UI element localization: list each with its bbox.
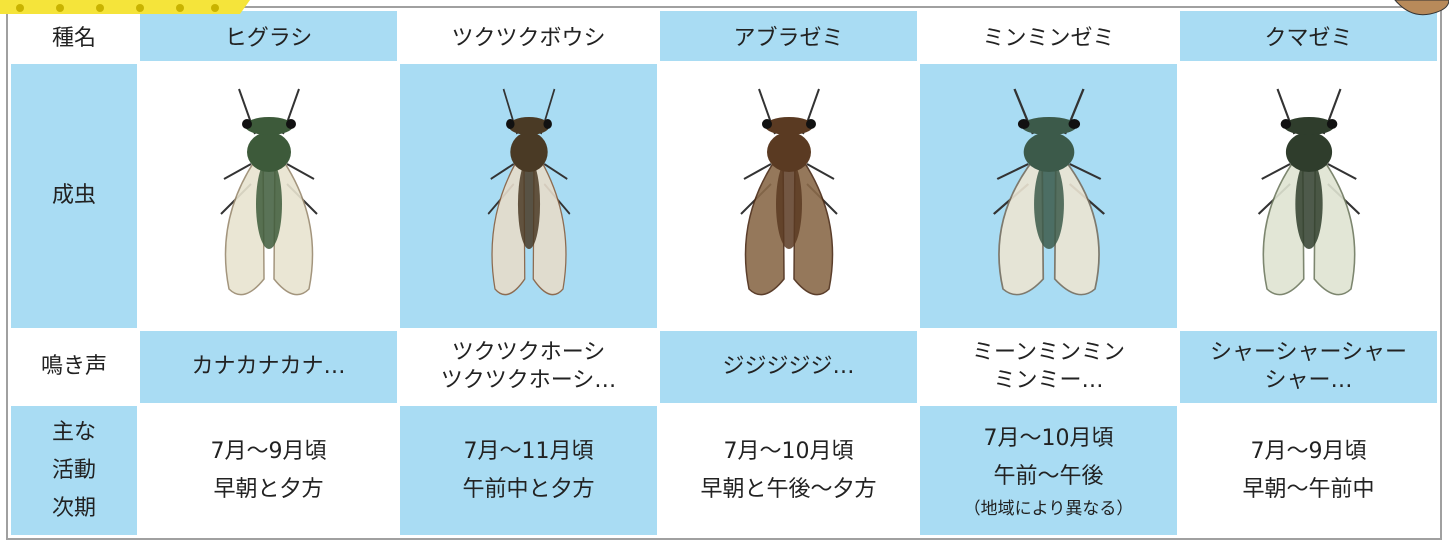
cicada-table: 種名 ヒグラシ ツクツクボウシ アブラゼミ ミンミンゼミ クマゼミ 成虫 [8, 8, 1440, 538]
table-row: 成虫 [11, 64, 1437, 328]
text-line: シャー… [1264, 368, 1353, 393]
cicada-illustration [739, 88, 838, 296]
table-row: 主な 活動 次期 7月～9月頃 早朝と夕方 7月～11月頃 午前中と夕方 7月～10月頃 早朝と… [11, 406, 1437, 535]
text-line: シャーシャーシャー [1209, 340, 1408, 365]
activity-cell: 7月～10月頃 午前～午後 （地域により異なる） [920, 406, 1177, 535]
call-cell: ジジジジジ… [660, 331, 917, 403]
text-line: 7月～11月頃 [463, 438, 594, 464]
species-name: ヒグラシ [140, 11, 397, 61]
table-row: 鳴き声 カナカナカナ… ツクツクホーシ ツクツクホーシ… ジジジジジ… ミーンミンミン ミン… [11, 331, 1437, 403]
text-line: 主な [51, 419, 96, 445]
species-name: アブラゼミ [660, 11, 917, 61]
character [1394, 0, 1449, 16]
activity-label: 主な 活動 次期 [11, 406, 137, 535]
call-cell: ミーンミンミン ミンミー… [920, 331, 1177, 403]
cicada-illustration [219, 88, 318, 296]
cicada-cell [920, 64, 1177, 328]
calls-label: 鳴き声 [11, 331, 137, 403]
cicada-cell [140, 64, 397, 328]
activity-cell: 7月～10月頃 早朝と午後～夕方 [660, 406, 917, 535]
call-cell: ツクツクホーシ ツクツクホーシ… [400, 331, 657, 403]
species-name: ミンミンゼミ [920, 11, 1177, 61]
cicada-illustration [992, 88, 1105, 296]
text-line: 午前中と夕方 [462, 476, 595, 502]
text-line: 7月～10月頃 [983, 425, 1114, 451]
text-line: カナカナカナ… [191, 354, 346, 379]
species-name: ツクツクボウシ [400, 11, 657, 61]
cicada-cell [400, 64, 657, 328]
text-line: （地域により異なる） [963, 498, 1134, 519]
text-line: 次期 [51, 495, 96, 521]
call-cell: カナカナカナ… [140, 331, 397, 403]
call-cell: シャーシャーシャー シャー… [1180, 331, 1437, 403]
decoration [0, 0, 1449, 16]
text-line: ジジジジジ… [722, 354, 855, 379]
text-line: 午前～午後 [993, 463, 1104, 489]
cicada-cell [660, 64, 917, 328]
header-label: 種名 [11, 11, 137, 61]
text-line: 7月～9月頃 [1250, 438, 1367, 464]
table-row: 種名 ヒグラシ ツクツクボウシ アブラゼミ ミンミンゼミ クマゼミ [11, 11, 1437, 61]
cicada-illustration [487, 88, 570, 296]
text-line: 7月～9月頃 [210, 438, 327, 464]
text-line: 7月～10月頃 [723, 438, 854, 464]
text-line: ミンミー… [993, 368, 1104, 393]
text-line: ミーンミンミン [972, 340, 1125, 365]
text-line: ツクツクホーシ [451, 340, 606, 365]
text-line: 活動 [51, 457, 96, 483]
dots [16, 4, 219, 12]
text-line: 早朝と午後～夕方 [700, 476, 877, 502]
cicada-cell [1180, 64, 1437, 328]
activity-cell: 7月～11月頃 午前中と夕方 [400, 406, 657, 535]
species-name: クマゼミ [1180, 11, 1437, 61]
activity-cell: 7月～9月頃 早朝と夕方 [140, 406, 397, 535]
cicada-illustration [1257, 88, 1360, 296]
text-line: ツクツクホーシ… [440, 368, 617, 393]
text-line: 早朝～午前中 [1242, 476, 1375, 502]
adult-label: 成虫 [11, 64, 137, 328]
table-frame: 種名 ヒグラシ ツクツクボウシ アブラゼミ ミンミンゼミ クマゼミ 成虫 [6, 6, 1442, 540]
text-line: 早朝と夕方 [213, 476, 324, 502]
activity-cell: 7月～9月頃 早朝～午前中 [1180, 406, 1437, 535]
